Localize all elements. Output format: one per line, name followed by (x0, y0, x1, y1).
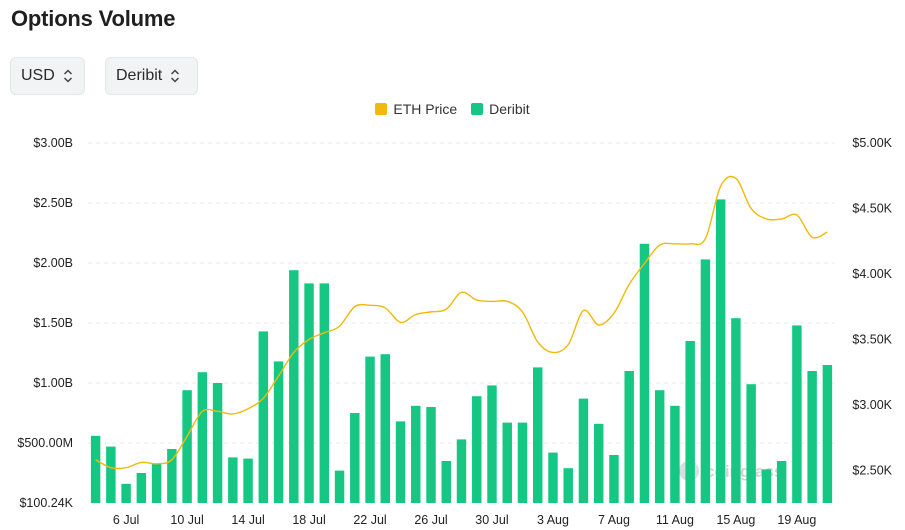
y-left-tick-label: $2.00B (33, 256, 73, 270)
x-tick-label: 15 Aug (716, 513, 755, 527)
line-eth-price (95, 175, 828, 470)
bar-deribit (517, 422, 528, 503)
bar-deribit (624, 371, 634, 503)
bar-deribit (700, 259, 711, 503)
x-tick-label: 26 Jul (414, 513, 447, 527)
bar-deribit (654, 390, 665, 503)
bar-deribit (441, 461, 451, 503)
chevron-up-down-icon (170, 68, 180, 84)
bar-deribit (258, 331, 269, 503)
bar-deribit (670, 405, 680, 503)
bar-deribit (746, 384, 756, 503)
x-tick-label: 10 Jul (170, 513, 203, 527)
x-tick-label: 19 Aug (777, 513, 816, 527)
bar-deribit (426, 407, 436, 503)
bar-deribit (487, 385, 497, 503)
legend-swatch-eth-price (375, 103, 388, 115)
bar-deribit (121, 483, 131, 503)
bar-deribit (776, 461, 787, 503)
y-axis-left: $100.24K $500.00M $1.00B $1.50B $2.00B $2.50B… (17, 136, 73, 510)
bar-deribit (319, 283, 330, 503)
legend-item-deribit[interactable]: Deribit (471, 101, 530, 117)
legend-item-eth-price[interactable]: ETH Price (375, 101, 457, 117)
bar-deribit (151, 463, 162, 503)
bar-deribit (685, 341, 695, 503)
bar-deribit (472, 396, 482, 503)
bar-deribit (532, 367, 543, 503)
bar-deribit (182, 390, 192, 503)
currency-select-value: USD (21, 67, 55, 84)
bar-deribit (197, 372, 208, 503)
y-left-tick-label: $1.00B (33, 376, 73, 390)
bar-deribit (167, 449, 177, 503)
bar-deribit (90, 435, 101, 503)
y-right-tick-label: $5.00K (852, 136, 892, 150)
x-tick-label: 22 Jul (353, 513, 386, 527)
legend-label-eth-price: ETH Price (393, 101, 458, 117)
bar-deribit (395, 421, 406, 503)
y-left-tick-label: $100.24K (19, 496, 73, 510)
bar-deribit (639, 243, 650, 504)
bar-deribit (792, 325, 802, 503)
y-right-tick-label: $3.00K (852, 398, 892, 412)
bar-deribit (334, 470, 345, 503)
x-axis: 6 Jul 10 Jul 14 Jul 18 Jul 22 Jul 26 Jul 30 Ju… (113, 513, 816, 527)
bar-deribit (411, 405, 421, 503)
x-tick-label: 18 Jul (292, 513, 325, 527)
x-tick-label: 3 Aug (537, 513, 569, 527)
bar-deribit (273, 361, 284, 503)
bar-deribit (822, 365, 833, 503)
y-right-tick-label: $3.50K (852, 332, 892, 346)
x-tick-label: 14 Jul (231, 513, 264, 527)
bar-deribit (365, 356, 375, 503)
bar-deribit (212, 383, 223, 503)
bar-deribit (609, 455, 619, 503)
bar-deribit (136, 473, 147, 503)
exchange-select-value: Deribit (116, 67, 163, 84)
x-tick-label: 7 Aug (598, 513, 630, 527)
bar-deribit (304, 283, 314, 503)
bar-deribit (228, 457, 238, 503)
bar-deribit (106, 446, 116, 503)
chevron-up-down-icon (63, 68, 73, 84)
bar-deribit (593, 423, 604, 503)
bar-deribit (761, 469, 772, 503)
y-left-tick-label: $500.00M (17, 436, 73, 450)
bar-deribit (548, 452, 558, 503)
bar-deribit (502, 422, 512, 503)
y-right-tick-label: $4.50K (852, 201, 892, 215)
chart-legend: ETH Price Deribit (0, 101, 905, 117)
bar-deribit (289, 270, 299, 503)
line-series-eth-price (95, 175, 828, 470)
bar-deribit (731, 318, 741, 503)
bar-deribit (456, 439, 467, 503)
bar-deribit (380, 354, 391, 503)
legend-swatch-deribit (471, 103, 484, 115)
bar-deribit (350, 413, 360, 503)
y-left-tick-label: $1.50B (33, 316, 73, 330)
bar-deribit (578, 398, 589, 503)
bar-deribit (715, 199, 726, 503)
x-tick-label: 6 Jul (113, 513, 139, 527)
x-tick-label: 11 Aug (656, 513, 694, 527)
x-tick-label: 30 Jul (475, 513, 508, 527)
y-left-tick-label: $2.50B (33, 196, 73, 210)
y-axis-right: $2.50K $3.00K $3.50K $4.00K $4.50K $5.00K (852, 136, 892, 477)
currency-select[interactable]: USD (10, 57, 85, 95)
bar-deribit (807, 371, 817, 503)
page-title: Options Volume (11, 6, 176, 31)
bar-deribit (243, 458, 253, 503)
y-right-tick-label: $2.50K (852, 463, 892, 477)
bar-series-deribit (90, 199, 833, 504)
exchange-select[interactable]: Deribit (105, 57, 198, 95)
y-left-tick-label: $3.00B (33, 136, 73, 150)
bar-deribit (563, 468, 573, 503)
legend-label-deribit: Deribit (489, 101, 530, 117)
y-right-tick-label: $4.00K (852, 267, 892, 281)
